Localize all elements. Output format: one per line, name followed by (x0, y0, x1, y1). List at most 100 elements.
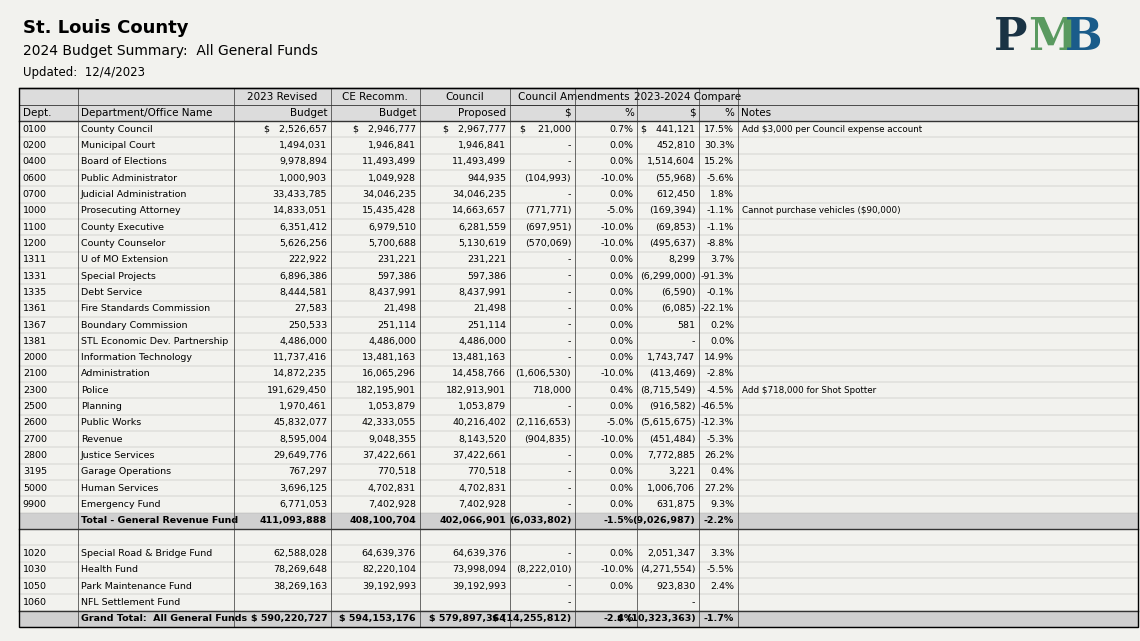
Text: 2024 Budget Summary:  All General Funds: 2024 Budget Summary: All General Funds (23, 44, 318, 58)
Text: -10.0%: -10.0% (601, 565, 634, 574)
Text: 1,514,604: 1,514,604 (648, 158, 695, 167)
Text: $ (10,323,363): $ (10,323,363) (617, 614, 695, 623)
Text: (8,715,549): (8,715,549) (640, 386, 695, 395)
Text: $   441,121: $ 441,121 (642, 125, 695, 134)
Text: (2,116,653): (2,116,653) (515, 419, 571, 428)
Text: (916,582): (916,582) (649, 402, 695, 411)
Text: -10.0%: -10.0% (601, 174, 634, 183)
Text: 0700: 0700 (23, 190, 47, 199)
Text: 1,049,928: 1,049,928 (368, 174, 416, 183)
Text: 29,649,776: 29,649,776 (274, 451, 327, 460)
Text: 2600: 2600 (23, 419, 47, 428)
Text: Judicial Administration: Judicial Administration (81, 190, 187, 199)
Text: 1,946,841: 1,946,841 (458, 141, 506, 150)
Text: 0.0%: 0.0% (610, 451, 634, 460)
Text: $: $ (689, 108, 695, 118)
Text: 0600: 0600 (23, 174, 47, 183)
Text: 6,979,510: 6,979,510 (368, 222, 416, 231)
Text: $ 579,897,364: $ 579,897,364 (430, 614, 506, 623)
Text: 13,481,163: 13,481,163 (451, 353, 506, 362)
Text: Revenue: Revenue (81, 435, 122, 444)
Text: 13,481,163: 13,481,163 (361, 353, 416, 362)
Text: 408,100,704: 408,100,704 (349, 517, 416, 526)
Text: -2.2%: -2.2% (703, 517, 734, 526)
Text: -10.0%: -10.0% (601, 239, 634, 248)
Text: 597,386: 597,386 (467, 272, 506, 281)
Text: 6,771,053: 6,771,053 (279, 500, 327, 509)
Text: County Executive: County Executive (81, 222, 164, 231)
Text: -: - (568, 320, 571, 329)
Text: -: - (568, 581, 571, 590)
Text: 0400: 0400 (23, 158, 47, 167)
Text: Cannot purchase vehicles ($90,000): Cannot purchase vehicles ($90,000) (742, 206, 901, 215)
Text: %: % (624, 108, 634, 118)
Text: 2023-2024 Compare: 2023-2024 Compare (634, 92, 741, 102)
Text: 14,872,235: 14,872,235 (274, 369, 327, 378)
Text: 8,299: 8,299 (668, 255, 695, 264)
Text: 4,702,831: 4,702,831 (368, 484, 416, 493)
Text: 3195: 3195 (23, 467, 47, 476)
Text: (4,271,554): (4,271,554) (640, 565, 695, 574)
Text: 1367: 1367 (23, 320, 47, 329)
Text: 5,130,619: 5,130,619 (458, 239, 506, 248)
Text: 34,046,235: 34,046,235 (361, 190, 416, 199)
Text: 39,192,993: 39,192,993 (361, 581, 416, 590)
Text: 14.9%: 14.9% (705, 353, 734, 362)
Text: Add $3,000 per Council expense account: Add $3,000 per Council expense account (742, 125, 922, 134)
Text: Debt Service: Debt Service (81, 288, 142, 297)
Text: -: - (568, 451, 571, 460)
Text: -: - (568, 353, 571, 362)
Text: 1311: 1311 (23, 255, 47, 264)
Text: County Council: County Council (81, 125, 153, 134)
Text: 4,486,000: 4,486,000 (458, 337, 506, 346)
Text: St. Louis County: St. Louis County (23, 19, 188, 37)
Text: -5.5%: -5.5% (707, 565, 734, 574)
Text: (9,026,987): (9,026,987) (633, 517, 695, 526)
Text: (6,085): (6,085) (661, 304, 695, 313)
Text: (69,853): (69,853) (654, 222, 695, 231)
Text: -: - (568, 500, 571, 509)
Text: 0.0%: 0.0% (610, 320, 634, 329)
Text: 1,006,706: 1,006,706 (648, 484, 695, 493)
Text: 37,422,661: 37,422,661 (363, 451, 416, 460)
Text: 11,493,499: 11,493,499 (363, 158, 416, 167)
Text: -0.1%: -0.1% (707, 288, 734, 297)
Text: (6,033,802): (6,033,802) (508, 517, 571, 526)
Text: (570,069): (570,069) (524, 239, 571, 248)
Text: Proposed: Proposed (458, 108, 506, 118)
Text: -: - (568, 402, 571, 411)
Text: Administration: Administration (81, 369, 150, 378)
Text: B: B (1065, 16, 1102, 59)
Text: 231,221: 231,221 (467, 255, 506, 264)
Text: -5.0%: -5.0% (606, 419, 634, 428)
Text: -2.8%: -2.8% (707, 369, 734, 378)
Text: -10.0%: -10.0% (601, 369, 634, 378)
Text: Add $718,000 for Shot Spotter: Add $718,000 for Shot Spotter (742, 386, 877, 395)
Text: -: - (692, 598, 695, 607)
Text: 37,422,661: 37,422,661 (453, 451, 506, 460)
Text: Information Technology: Information Technology (81, 353, 192, 362)
Text: Council: Council (446, 92, 483, 102)
Bar (19, 611, 1138, 627)
Text: 1381: 1381 (23, 337, 47, 346)
Text: 1.8%: 1.8% (710, 190, 734, 199)
Text: -10.0%: -10.0% (601, 222, 634, 231)
Text: 11,737,416: 11,737,416 (274, 353, 327, 362)
Text: 27.2%: 27.2% (705, 484, 734, 493)
Text: 9,048,355: 9,048,355 (368, 435, 416, 444)
Text: $ 590,220,727: $ 590,220,727 (251, 614, 327, 623)
Text: 14,663,657: 14,663,657 (453, 206, 506, 215)
Text: 1060: 1060 (23, 598, 47, 607)
Text: 27,583: 27,583 (294, 304, 327, 313)
Text: 11,493,499: 11,493,499 (453, 158, 506, 167)
Text: P: P (994, 16, 1027, 59)
Text: 3,221: 3,221 (668, 467, 695, 476)
Text: Health Fund: Health Fund (81, 565, 138, 574)
Text: 30.3%: 30.3% (703, 141, 734, 150)
Text: 42,333,055: 42,333,055 (361, 419, 416, 428)
Text: 2100: 2100 (23, 369, 47, 378)
Text: 1200: 1200 (23, 239, 47, 248)
Text: (697,951): (697,951) (524, 222, 571, 231)
Text: -5.3%: -5.3% (707, 435, 734, 444)
Text: $ (14,255,812): $ (14,255,812) (491, 614, 571, 623)
